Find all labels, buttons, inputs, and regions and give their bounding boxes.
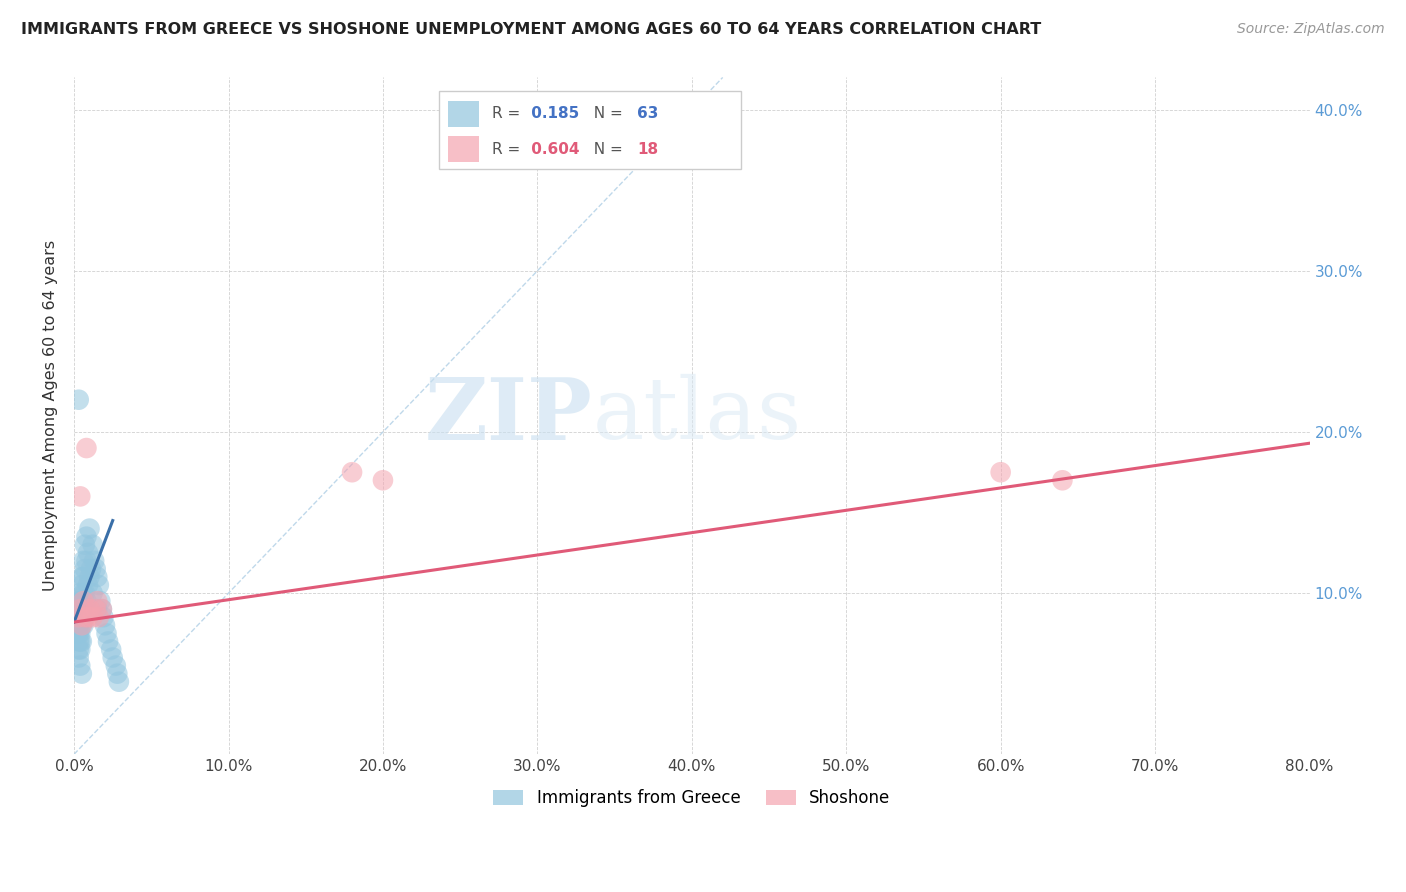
Text: IMMIGRANTS FROM GREECE VS SHOSHONE UNEMPLOYMENT AMONG AGES 60 TO 64 YEARS CORREL: IMMIGRANTS FROM GREECE VS SHOSHONE UNEMP… (21, 22, 1042, 37)
Point (77, 610, 100, 624)
Point (340, 465, 363, 479)
Point (75, 594, 97, 608)
Point (90, 602, 112, 616)
Point (75, 441, 97, 455)
Point (67, 634, 90, 648)
Point (72, 602, 94, 616)
Point (1052, 473, 1074, 487)
Point (79, 570, 101, 584)
Text: 0.604: 0.604 (526, 142, 579, 157)
Point (89, 594, 111, 608)
Point (69, 586, 91, 600)
Point (69, 626, 91, 640)
Point (990, 465, 1012, 479)
Point (67, 594, 90, 608)
Point (69, 634, 91, 648)
Point (69, 489, 91, 503)
Point (69, 618, 91, 632)
Text: 0.185: 0.185 (526, 106, 579, 121)
Point (67, 626, 90, 640)
Y-axis label: Unemployment Among Ages 60 to 64 years: Unemployment Among Ages 60 to 64 years (44, 240, 58, 591)
Point (90, 602, 112, 616)
Point (70, 634, 93, 648)
Text: 63: 63 (637, 106, 659, 121)
Point (104, 658, 127, 673)
FancyBboxPatch shape (449, 136, 479, 162)
Point (82, 538, 104, 552)
Point (86, 602, 108, 616)
Point (371, 473, 394, 487)
Point (69, 602, 91, 616)
Point (73, 586, 96, 600)
Point (86, 594, 108, 608)
Point (108, 674, 131, 689)
Point (72, 618, 94, 632)
Point (70, 618, 93, 632)
Point (77, 546, 100, 560)
Point (72, 570, 94, 584)
Point (93, 610, 115, 624)
Text: atlas: atlas (593, 375, 801, 458)
Point (67, 642, 90, 657)
Point (100, 642, 122, 657)
Point (72, 594, 94, 608)
Text: R =: R = (492, 142, 524, 157)
Point (80, 562, 103, 576)
Point (70, 594, 93, 608)
Point (70, 602, 93, 616)
Point (79, 522, 101, 536)
Point (67, 610, 90, 624)
Point (96, 626, 118, 640)
Point (73, 610, 96, 624)
Point (84, 602, 107, 616)
Point (67, 618, 90, 632)
FancyBboxPatch shape (449, 101, 479, 127)
Point (70, 618, 93, 632)
Point (97, 634, 120, 648)
Point (70, 666, 93, 681)
Point (66, 610, 89, 624)
Point (67, 610, 90, 624)
Point (75, 530, 97, 544)
Point (83, 554, 105, 568)
Point (73, 538, 96, 552)
Point (69, 602, 91, 616)
Point (70, 578, 93, 592)
Text: N =: N = (585, 106, 628, 121)
Point (69, 610, 91, 624)
Point (69, 594, 91, 608)
Point (77, 578, 100, 592)
Text: 18: 18 (637, 142, 658, 157)
Point (79, 602, 101, 616)
Text: ZIP: ZIP (425, 374, 593, 458)
Text: R =: R = (492, 106, 524, 121)
Point (101, 650, 124, 665)
Point (84, 562, 107, 576)
Point (70, 570, 93, 584)
Point (87, 610, 110, 624)
Point (72, 554, 94, 568)
Point (69, 658, 91, 673)
Point (105, 666, 128, 681)
Point (67, 602, 90, 616)
Point (73, 610, 96, 624)
Point (94, 618, 117, 632)
Text: Source: ZipAtlas.com: Source: ZipAtlas.com (1237, 22, 1385, 37)
Point (72, 586, 94, 600)
Legend: Immigrants from Greece, Shoshone: Immigrants from Greece, Shoshone (486, 782, 897, 814)
Text: N =: N = (585, 142, 628, 157)
Point (75, 554, 97, 568)
Point (70, 610, 93, 624)
Point (66, 626, 89, 640)
Point (82, 586, 104, 600)
FancyBboxPatch shape (439, 91, 741, 169)
Point (73, 562, 96, 576)
Point (86, 570, 108, 584)
Point (87, 578, 110, 592)
Point (69, 642, 91, 657)
Point (67, 392, 90, 407)
Point (82, 610, 104, 624)
Point (67, 650, 90, 665)
